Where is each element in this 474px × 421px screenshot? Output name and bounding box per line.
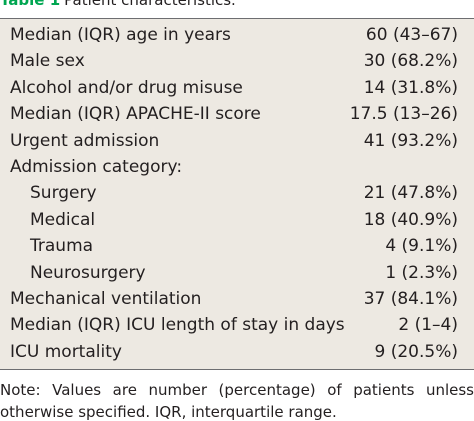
- row-value: 4 (9.1%): [385, 236, 458, 257]
- table-row: Mechanical ventilation 37 (84.1%): [0, 286, 474, 312]
- table-bottom-rule: [0, 369, 474, 370]
- table-row: Median (IQR) ICU length of stay in days …: [0, 312, 474, 338]
- table-row: Surgery 21 (47.8%): [0, 180, 474, 206]
- table-row: Trauma 4 (9.1%): [0, 233, 474, 259]
- row-value: 21 (47.8%): [363, 183, 458, 204]
- caption-text: Patient characteristics.: [64, 0, 236, 9]
- row-label: Trauma: [30, 236, 94, 257]
- row-label: Admission category:: [10, 157, 183, 177]
- table-caption: Table 1 Patient characteristics.: [0, 0, 236, 9]
- table-row: Medical 18 (40.9%): [0, 207, 474, 233]
- row-label: Mechanical ventilation: [10, 289, 202, 309]
- row-label: Alcohol and/or drug misuse: [10, 77, 243, 98]
- table-row: Admission category:: [0, 154, 474, 180]
- characteristics-table: Median (IQR) age in years 60 (43–67) Mal…: [0, 18, 474, 370]
- table-top-rule: [0, 18, 474, 19]
- row-value: 2 (1–4): [398, 315, 458, 336]
- row-value: 60 (43–67): [365, 25, 458, 45]
- row-value: 18 (40.9%): [363, 209, 458, 230]
- row-value: 1 (2.3%): [385, 262, 458, 283]
- caption-label: Table 1: [0, 0, 61, 9]
- row-value: 30 (68.2%): [363, 51, 458, 72]
- table-row: ICU mortality 9 (20.5%): [0, 339, 474, 365]
- row-label: Median (IQR) ICU length of stay in days: [10, 315, 345, 336]
- row-value: 37 (84.1%): [363, 289, 458, 309]
- row-label: Median (IQR) age in years: [10, 25, 231, 45]
- row-label: Median (IQR) APACHE-II score: [10, 104, 261, 125]
- row-label: Medical: [30, 209, 96, 230]
- row-label: Male sex: [10, 51, 85, 72]
- row-label: Neurosurgery: [30, 262, 146, 283]
- row-value: 9 (20.5%): [374, 341, 459, 362]
- table-row: Median (IQR) APACHE-II score 17.5 (13–26…: [0, 101, 474, 127]
- table-row: Male sex 30 (68.2%): [0, 48, 474, 74]
- table-row: Median (IQR) age in years 60 (43–67): [0, 22, 474, 48]
- row-label: Urgent admission: [10, 130, 160, 151]
- row-value: 17.5 (13–26): [349, 104, 458, 125]
- row-value: 41 (93.2%): [363, 130, 458, 151]
- row-label: Surgery: [30, 183, 97, 204]
- row-value: 14 (31.8%): [363, 77, 458, 98]
- table-row: Alcohol and/or drug misuse 14 (31.8%): [0, 75, 474, 101]
- table-footnote: Note: Values are number (percentage) of …: [0, 381, 474, 421]
- table-row: Neurosurgery 1 (2.3%): [0, 260, 474, 286]
- row-label: ICU mortality: [10, 341, 122, 362]
- table-row: Urgent admission 41 (93.2%): [0, 128, 474, 154]
